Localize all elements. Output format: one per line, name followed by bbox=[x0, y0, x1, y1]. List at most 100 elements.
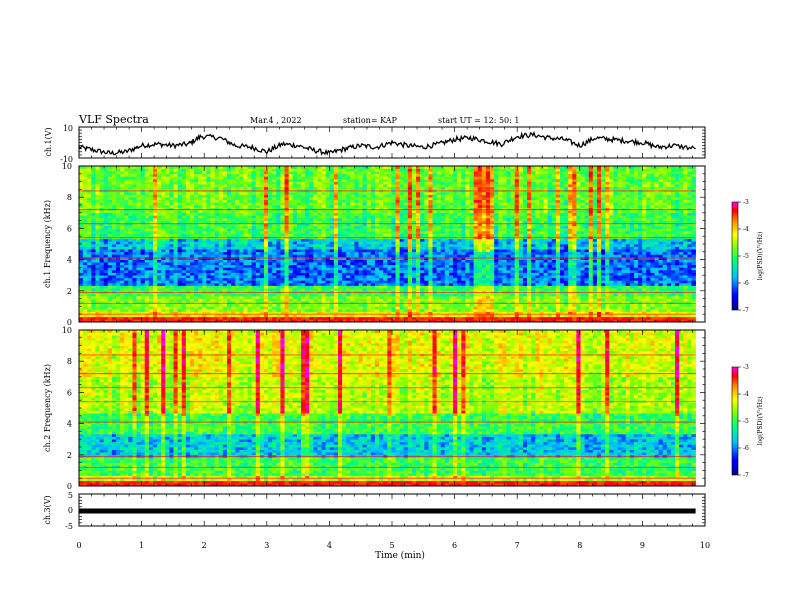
spectrogram-column bbox=[223, 166, 227, 322]
spectrogram-column bbox=[375, 166, 379, 322]
spectrogram-column bbox=[272, 330, 276, 486]
spectrogram-column bbox=[124, 330, 128, 486]
ch2-colorbar-ticks: -3-4-5-6-7 bbox=[738, 364, 749, 479]
spectrogram-column bbox=[359, 166, 363, 322]
spectrogram-column bbox=[137, 166, 141, 322]
spectrogram-column bbox=[531, 330, 535, 486]
spectrogram-column bbox=[548, 330, 552, 486]
spectrogram-column bbox=[124, 166, 128, 322]
spectrogram-column bbox=[206, 330, 210, 486]
spectrogram-column bbox=[416, 330, 420, 486]
spectrogram-column bbox=[642, 166, 646, 322]
spectrogram-column bbox=[589, 166, 593, 322]
spectrogram-column bbox=[239, 166, 243, 322]
spectrogram-column bbox=[145, 330, 149, 486]
spectrogram-column bbox=[305, 330, 309, 486]
spectrogram-column bbox=[646, 166, 650, 322]
spectrogram-column bbox=[342, 330, 346, 486]
spectrogram-column bbox=[305, 166, 309, 322]
ch1-waveform-trace bbox=[79, 133, 696, 155]
spectrogram-column bbox=[663, 330, 667, 486]
spectrogram-column bbox=[174, 330, 178, 486]
spectrogram-column bbox=[626, 166, 630, 322]
spectrogram-column bbox=[650, 330, 654, 486]
y-tick-label: 8 bbox=[67, 357, 72, 366]
spectrogram-column bbox=[322, 330, 326, 486]
ch2-colorbar-label: log(PSD)(V²/Hz) bbox=[757, 397, 764, 446]
spectrogram-column bbox=[449, 330, 453, 486]
spectrogram-column bbox=[470, 330, 474, 486]
spectrogram-column bbox=[387, 330, 391, 486]
spectrogram-column bbox=[622, 166, 626, 322]
x-tick-label: 0 bbox=[76, 541, 81, 550]
spectrogram-column bbox=[597, 330, 601, 486]
spectrogram-column bbox=[494, 166, 498, 322]
spectrogram-column bbox=[494, 330, 498, 486]
spectrogram-column bbox=[83, 330, 87, 486]
y-tick-label: 2 bbox=[67, 451, 72, 460]
spectrogram-column bbox=[391, 166, 395, 322]
spectrogram-column bbox=[137, 330, 141, 486]
spectrogram-column bbox=[186, 330, 190, 486]
spectrogram-column bbox=[679, 166, 683, 322]
spectrogram-column bbox=[276, 166, 280, 322]
spectrogram-column bbox=[202, 166, 206, 322]
spectrogram-column bbox=[502, 166, 506, 322]
ch2-colorbar: -3-4-5-6-7 log(PSD)(V²/Hz) bbox=[732, 364, 764, 479]
spectrogram-column bbox=[692, 330, 696, 486]
spectrogram-column bbox=[589, 330, 593, 486]
spectrogram-column bbox=[211, 330, 215, 486]
spectrogram-column bbox=[457, 166, 461, 322]
spectrogram-column bbox=[601, 330, 605, 486]
spectrogram-column bbox=[268, 330, 272, 486]
spectrogram-column bbox=[145, 166, 149, 322]
spectrogram-column bbox=[527, 166, 531, 322]
spectrogram-column bbox=[515, 166, 519, 322]
spectrogram-column bbox=[330, 330, 334, 486]
spectrogram-column bbox=[445, 330, 449, 486]
spectrogram-column bbox=[396, 166, 400, 322]
spectrogram-column bbox=[285, 166, 289, 322]
spectrogram-column bbox=[359, 330, 363, 486]
spectrogram-column bbox=[363, 166, 367, 322]
spectrogram-column bbox=[507, 166, 511, 322]
spectrogram-column bbox=[367, 330, 371, 486]
spectrogram-column bbox=[161, 166, 165, 322]
spectrogram-column bbox=[280, 166, 284, 322]
spectrogram-column bbox=[104, 330, 108, 486]
spectrogram-column bbox=[276, 330, 280, 486]
spectrogram-column bbox=[350, 166, 354, 322]
spectrogram-column bbox=[91, 330, 95, 486]
spectrogram-column bbox=[153, 330, 157, 486]
ch2-spectrogram-ylabel: ch.2 Frequency (kHz) bbox=[43, 364, 52, 452]
spectrogram-column bbox=[363, 330, 367, 486]
spectrogram-column bbox=[235, 330, 239, 486]
spectrogram-column bbox=[667, 166, 671, 322]
spectrogram-column bbox=[379, 330, 383, 486]
spectrogram-column bbox=[593, 166, 597, 322]
spectrogram-column bbox=[87, 166, 91, 322]
spectrogram-column bbox=[461, 166, 465, 322]
spectrogram-column bbox=[572, 166, 576, 322]
spectrogram-column bbox=[544, 166, 548, 322]
spectrogram-column bbox=[248, 330, 252, 486]
spectrogram-column bbox=[322, 166, 326, 322]
spectrogram-column bbox=[128, 166, 132, 322]
spectrogram-column bbox=[317, 330, 321, 486]
spectrogram-column bbox=[556, 166, 560, 322]
spectrogram-column bbox=[91, 166, 95, 322]
spectrogram-column bbox=[478, 330, 482, 486]
spectrogram-column bbox=[297, 330, 301, 486]
spectrogram-column bbox=[449, 166, 453, 322]
colorbar-tick-label: -7 bbox=[743, 307, 749, 314]
spectrogram-column bbox=[223, 330, 227, 486]
spectrogram-column bbox=[95, 330, 99, 486]
spectrogram-column bbox=[630, 166, 634, 322]
spectrogram-column bbox=[120, 166, 124, 322]
spectrogram-column bbox=[243, 330, 247, 486]
spectrogram-column bbox=[412, 166, 416, 322]
spectrogram-column bbox=[219, 330, 223, 486]
ch1-waveform-panel: 10 -10 ch.1(V) bbox=[44, 124, 705, 164]
x-tick-label: 5 bbox=[389, 541, 394, 550]
